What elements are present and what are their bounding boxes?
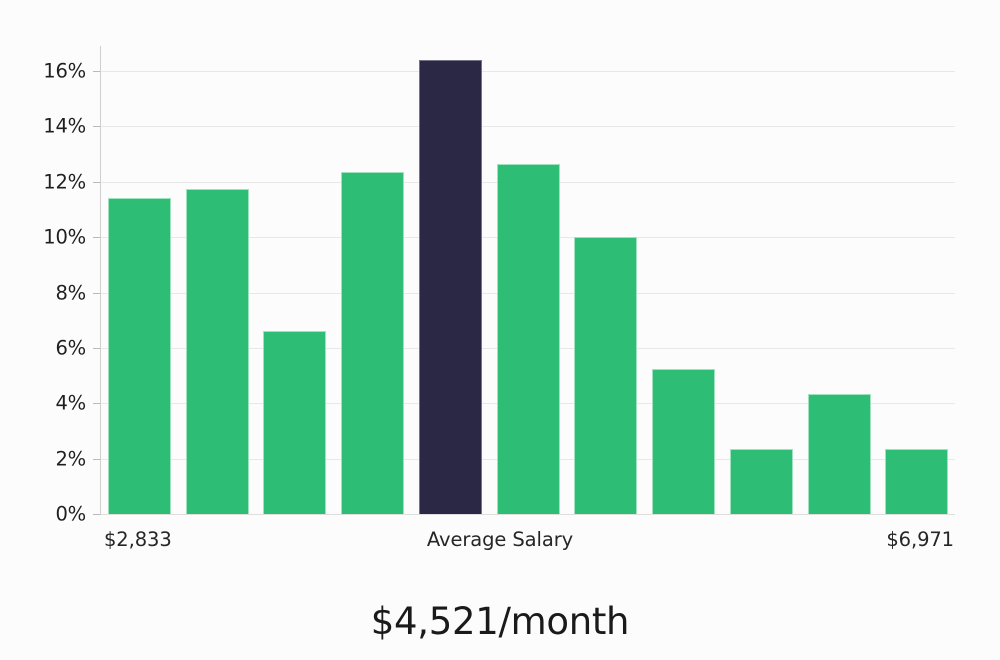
gridline-16%	[100, 71, 955, 72]
y-tick-label-2%: 2%	[55, 447, 86, 471]
bar-10[interactable]	[807, 393, 871, 514]
y-axis-labels: 0% 2% 4% 6% 8% 10% 12% 14% 16%	[0, 0, 86, 660]
y-tick-label-0%: 0%	[55, 502, 86, 526]
y-axis-spine	[100, 46, 101, 515]
average-salary-caption: $4,521/month	[370, 600, 630, 643]
y-tick-label-14%: 14%	[43, 114, 86, 138]
y-tick-mark-6%	[93, 347, 100, 349]
bar-5[interactable]	[418, 59, 482, 514]
y-tick-mark-12%	[93, 181, 100, 183]
y-tick-label-10%: 10%	[43, 225, 86, 249]
bar-9[interactable]	[729, 448, 793, 514]
y-tick-label-12%: 12%	[43, 170, 86, 194]
y-tick-mark-16%	[93, 71, 100, 72]
y-tick-mark-0%	[93, 514, 100, 515]
y-tick-mark-2%	[93, 458, 100, 460]
x-axis-min-label: $2,833	[104, 528, 172, 551]
bar-3[interactable]	[263, 331, 327, 514]
bar-11[interactable]	[885, 448, 949, 514]
x-axis-title: Average Salary	[426, 528, 574, 551]
bar-6[interactable]	[496, 163, 560, 514]
bar-7[interactable]	[574, 237, 638, 514]
y-tick-label-4%: 4%	[55, 391, 86, 415]
bars-layer	[100, 40, 955, 514]
bar-1[interactable]	[108, 198, 171, 514]
y-tick-label-16%: 16%	[43, 59, 86, 83]
y-tick-mark-10%	[93, 237, 100, 239]
bar-8[interactable]	[652, 368, 716, 514]
y-tick-mark-4%	[93, 403, 100, 405]
x-axis-max-label: $6,971	[886, 528, 954, 551]
gridline-14%	[100, 126, 955, 128]
bar-4[interactable]	[341, 172, 405, 514]
y-tick-label-6%: 6%	[55, 336, 86, 360]
y-tick-mark-8%	[93, 292, 100, 294]
y-tick-mark-14%	[93, 126, 100, 128]
y-tick-label-8%: 8%	[55, 281, 86, 304]
bar-2[interactable]	[185, 188, 249, 514]
gridline-0%	[100, 514, 955, 515]
